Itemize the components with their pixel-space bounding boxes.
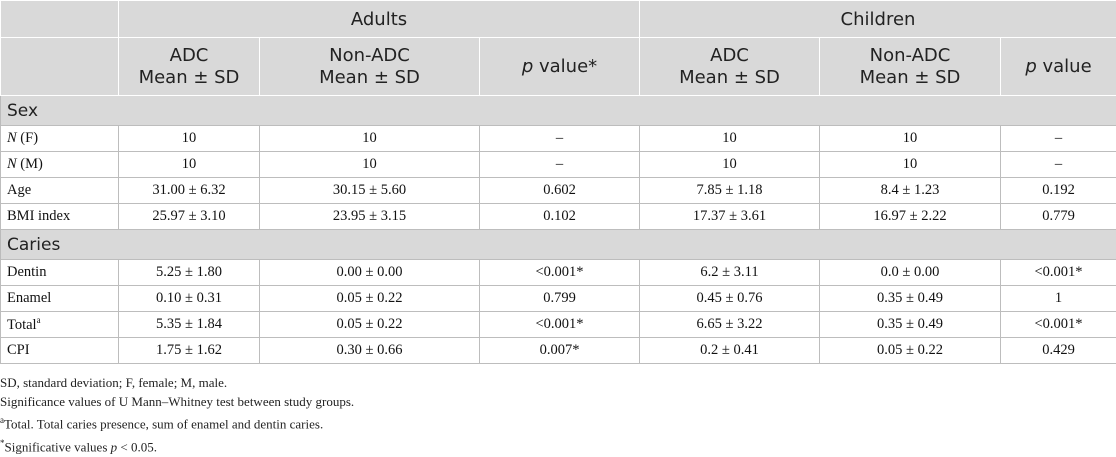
- row-label: N (M): [1, 152, 119, 178]
- row-label: N (F): [1, 126, 119, 152]
- table-cell: 6.2 ± 3.11: [640, 260, 820, 286]
- footnote-marker: a: [37, 315, 41, 325]
- table-cell: 0.0 ± 0.00: [820, 260, 1001, 286]
- row-label: Enamel: [1, 286, 119, 312]
- table-cell: 0.2 ± 0.41: [640, 338, 820, 364]
- table-cell: <0.001*: [480, 312, 640, 338]
- table-cell: 0.602: [480, 178, 640, 204]
- group-header-adults: Adults: [119, 1, 640, 38]
- table-row: N (M) 10 10 – 10 10 –: [1, 152, 1116, 178]
- table-cell: 5.35 ± 1.84: [119, 312, 260, 338]
- table-cell: 10: [260, 152, 480, 178]
- table-cell: 10: [119, 126, 260, 152]
- table-cell: 1.75 ± 1.62: [119, 338, 260, 364]
- table-row: Age 31.00 ± 6.32 30.15 ± 5.60 0.602 7.85…: [1, 178, 1116, 204]
- table-row: N (F) 10 10 – 10 10 –: [1, 126, 1116, 152]
- col-header-children-p-value: p value: [1001, 38, 1116, 96]
- table-cell: 0.192: [1001, 178, 1116, 204]
- table-cell: 7.85 ± 1.18: [640, 178, 820, 204]
- table-row: Dentin 5.25 ± 1.80 0.00 ± 0.00 <0.001* 6…: [1, 260, 1116, 286]
- row-label: BMI index: [1, 204, 119, 230]
- corner-cell: [1, 1, 119, 38]
- footnote-abbreviations: SD, standard deviation; F, female; M, ma…: [0, 374, 354, 393]
- section-header-sex: Sex: [1, 96, 1116, 126]
- table-cell: <0.001*: [480, 260, 640, 286]
- row-label: Totala: [1, 312, 119, 338]
- table-cell: 0.102: [480, 204, 640, 230]
- table-cell: 0.779: [1001, 204, 1116, 230]
- table-cell: –: [480, 152, 640, 178]
- table-cell: 31.00 ± 6.32: [119, 178, 260, 204]
- table-cell: –: [1001, 126, 1116, 152]
- table-cell: 30.15 ± 5.60: [260, 178, 480, 204]
- table-cell: 10: [820, 126, 1001, 152]
- table-row: Totala 5.35 ± 1.84 0.05 ± 0.22 <0.001* 6…: [1, 312, 1116, 338]
- table-cell: 0.10 ± 0.31: [119, 286, 260, 312]
- table-cell: 0.799: [480, 286, 640, 312]
- table-cell: 0.05 ± 0.22: [260, 312, 480, 338]
- corner-cell-sub: [1, 38, 119, 96]
- table-cell: 10: [820, 152, 1001, 178]
- table-cell: 0.429: [1001, 338, 1116, 364]
- table-cell: 0.45 ± 0.76: [640, 286, 820, 312]
- table-cell: 10: [640, 126, 820, 152]
- table-cell: 0.00 ± 0.00: [260, 260, 480, 286]
- table-cell: –: [480, 126, 640, 152]
- table-cell: 10: [640, 152, 820, 178]
- table-cell: 23.95 ± 3.15: [260, 204, 480, 230]
- table-cell: 16.97 ± 2.22: [820, 204, 1001, 230]
- col-header-adults-p-value: p value*: [480, 38, 640, 96]
- table-cell: 10: [119, 152, 260, 178]
- table-cell: 0.05 ± 0.22: [260, 286, 480, 312]
- table-row: BMI index 25.97 ± 3.10 23.95 ± 3.15 0.10…: [1, 204, 1116, 230]
- table-cell: <0.001*: [1001, 260, 1116, 286]
- row-label: Dentin: [1, 260, 119, 286]
- table-cell: <0.001*: [1001, 312, 1116, 338]
- footnote-significance: Significance values of U Mann–Whitney te…: [0, 393, 354, 412]
- table-cell: 6.65 ± 3.22: [640, 312, 820, 338]
- table-cell: 0.30 ± 0.66: [260, 338, 480, 364]
- table-cell: 0.007*: [480, 338, 640, 364]
- row-label: Age: [1, 178, 119, 204]
- table-cell: 8.4 ± 1.23: [820, 178, 1001, 204]
- table-cell: 0.35 ± 0.49: [820, 312, 1001, 338]
- table-cell: 10: [260, 126, 480, 152]
- section-header-caries: Caries: [1, 230, 1116, 260]
- table-cell: 25.97 ± 3.10: [119, 204, 260, 230]
- table-cell: 5.25 ± 1.80: [119, 260, 260, 286]
- table-row: Enamel 0.10 ± 0.31 0.05 ± 0.22 0.799 0.4…: [1, 286, 1116, 312]
- table-cell: 17.37 ± 3.61: [640, 204, 820, 230]
- table-cell: 1: [1001, 286, 1116, 312]
- footnote-significative: *Significative values p < 0.05.: [0, 434, 354, 457]
- table-cell: –: [1001, 152, 1116, 178]
- table-cell: 0.35 ± 0.49: [820, 286, 1001, 312]
- row-label: CPI: [1, 338, 119, 364]
- group-header-children: Children: [640, 1, 1116, 38]
- table-row: CPI 1.75 ± 1.62 0.30 ± 0.66 0.007* 0.2 ±…: [1, 338, 1116, 364]
- table-footnotes: SD, standard deviation; F, female; M, ma…: [0, 374, 354, 457]
- table-cell: 0.05 ± 0.22: [820, 338, 1001, 364]
- footnote-total: aTotal. Total caries presence, sum of en…: [0, 411, 354, 434]
